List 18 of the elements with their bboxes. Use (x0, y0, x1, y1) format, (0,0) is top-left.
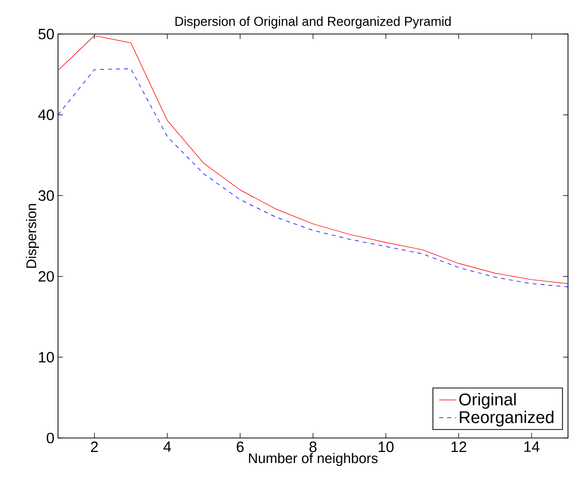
legend-label: Reorganized (460, 410, 554, 427)
y-tick-label: 10 (39, 352, 54, 362)
y-axis-title: Dispersion (26, 204, 40, 268)
chart-title: Dispersion of Original and Reorganized Pyramid (175, 16, 451, 29)
x-tick-label: 4 (163, 442, 172, 452)
y-tick-label: 50 (38, 28, 54, 40)
x-tick-label: 6 (236, 442, 244, 452)
x-tick-label: 8 (310, 442, 317, 452)
y-tick-label: 30 (38, 190, 54, 201)
y-tick-label: 20 (38, 271, 54, 282)
x-tick-label: 10 (378, 442, 394, 452)
x-tick-label: 14 (524, 442, 540, 452)
legend-label: Original (459, 393, 516, 409)
x-tick-label: 12 (452, 442, 466, 452)
x-axis-title: Number of neighbors (249, 452, 378, 466)
y-tick-label: 40 (38, 110, 54, 120)
y-tick-label: 0 (46, 432, 54, 444)
x-tick-label: 2 (91, 442, 98, 452)
